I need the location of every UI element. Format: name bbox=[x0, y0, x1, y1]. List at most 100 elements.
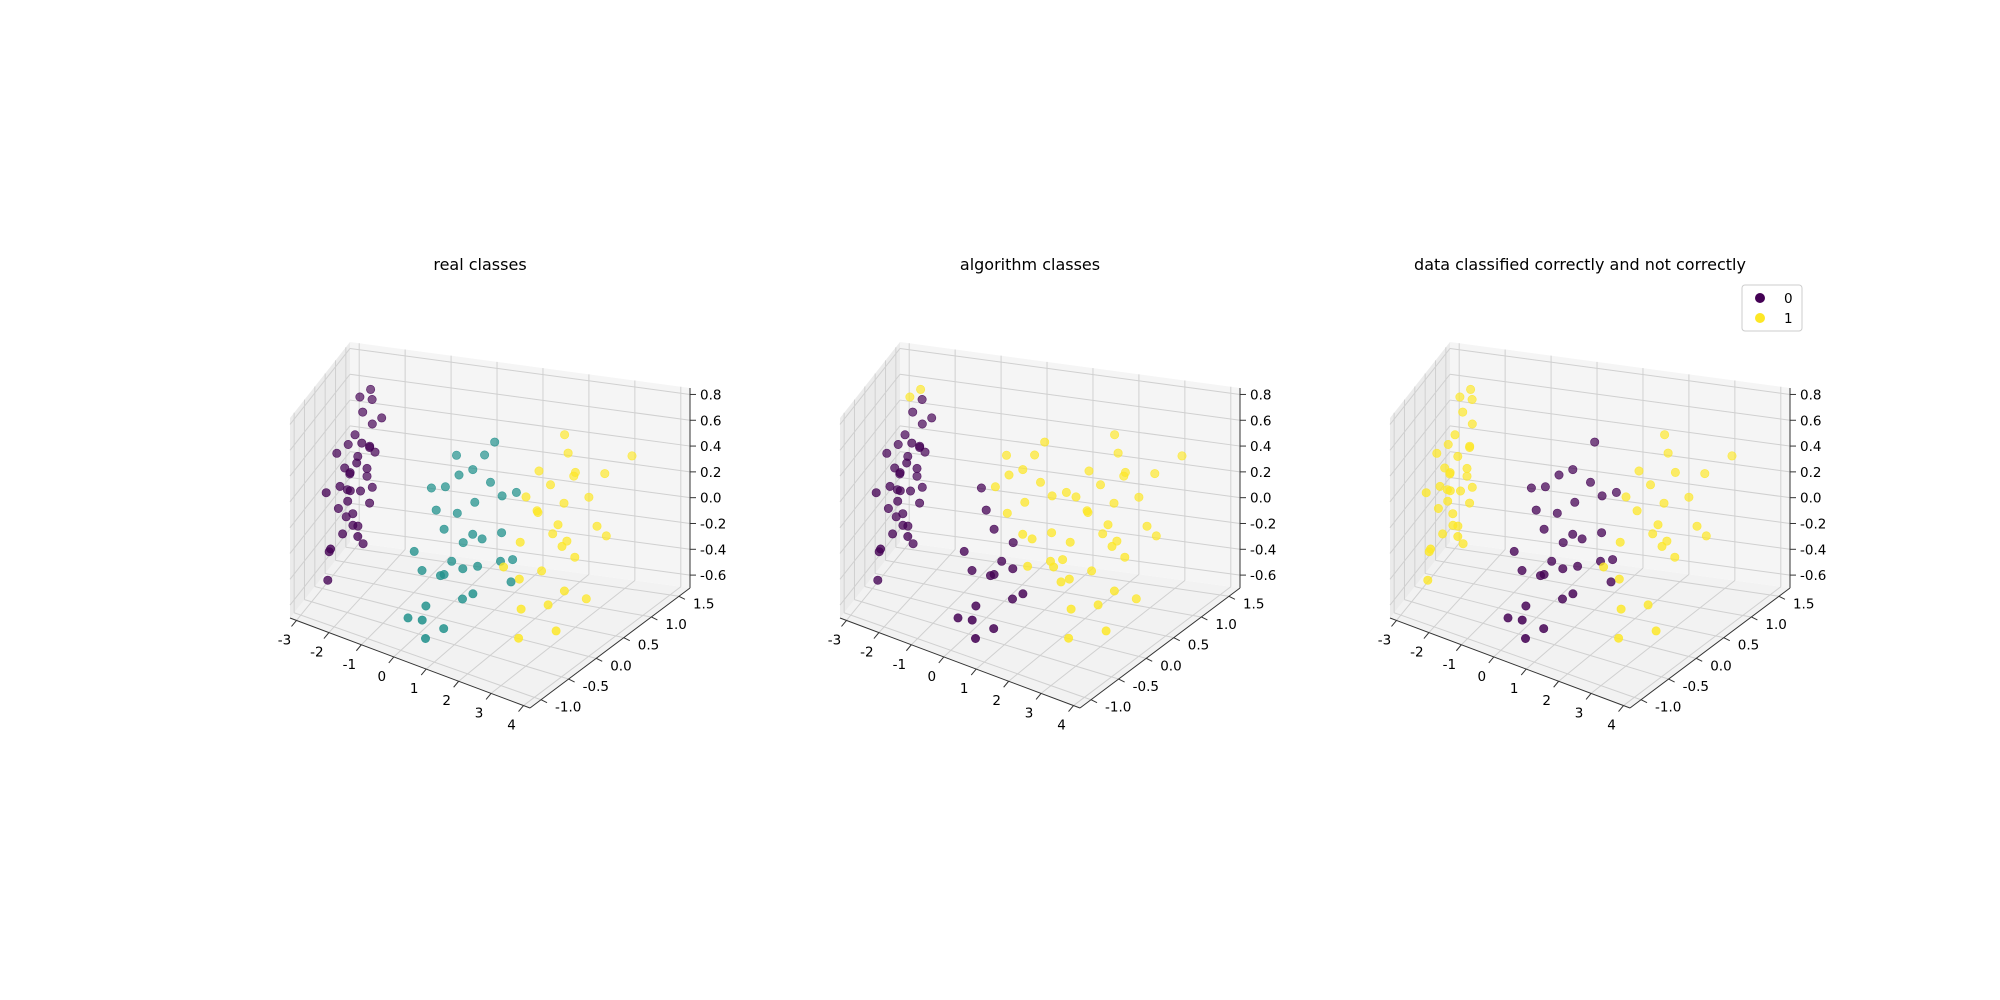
x-tick bbox=[485, 693, 492, 700]
z-tick-label: 0.2 bbox=[700, 465, 721, 481]
x-tick bbox=[970, 668, 977, 676]
x-tick-label: -2 bbox=[1410, 645, 1423, 661]
data-point bbox=[1061, 487, 1071, 497]
y-tick bbox=[540, 699, 548, 704]
data-point bbox=[532, 506, 542, 516]
grid-line bbox=[839, 528, 901, 606]
data-point bbox=[1611, 487, 1621, 497]
y-tick-label: -0.5 bbox=[1133, 679, 1159, 695]
data-point bbox=[1568, 465, 1578, 475]
grid-line bbox=[899, 347, 1241, 395]
data-point bbox=[1670, 552, 1680, 562]
y-tick bbox=[1201, 616, 1208, 621]
data-point bbox=[976, 483, 986, 493]
data-point bbox=[1521, 601, 1531, 611]
grid-line bbox=[289, 348, 351, 425]
data-point bbox=[358, 539, 368, 549]
data-point bbox=[548, 529, 558, 539]
data-point bbox=[1109, 498, 1119, 508]
y-tick-label: 0.5 bbox=[1738, 638, 1759, 654]
data-point bbox=[898, 520, 908, 530]
z-tick-label: -0.6 bbox=[700, 568, 726, 584]
data-point bbox=[1435, 481, 1445, 491]
data-point bbox=[1087, 566, 1097, 576]
y-tick-label: -1.0 bbox=[1655, 700, 1681, 716]
grid-line bbox=[1393, 612, 1642, 701]
y-tick bbox=[678, 595, 686, 600]
x-tick bbox=[1391, 620, 1397, 627]
data-point bbox=[601, 531, 611, 541]
x-tick bbox=[938, 656, 945, 664]
y-tick-label: -0.5 bbox=[1683, 679, 1709, 695]
y-tick bbox=[623, 637, 631, 642]
y-tick-label: -1.0 bbox=[1105, 700, 1131, 716]
grid-line bbox=[1525, 567, 1644, 670]
data-point bbox=[365, 441, 375, 451]
data-point bbox=[1599, 562, 1609, 572]
data-point bbox=[1586, 477, 1596, 487]
y-tick bbox=[651, 616, 658, 621]
data-point bbox=[871, 488, 881, 498]
data-point bbox=[1150, 469, 1160, 479]
data-point bbox=[468, 529, 478, 539]
data-point bbox=[321, 488, 331, 498]
x-axis-line bbox=[289, 617, 531, 709]
data-point bbox=[903, 531, 913, 541]
data-point bbox=[1007, 594, 1017, 604]
data-point bbox=[348, 520, 358, 530]
data-point bbox=[905, 486, 915, 496]
x-tick bbox=[1423, 632, 1430, 639]
x-tick bbox=[420, 668, 427, 676]
data-point bbox=[553, 520, 563, 530]
data-point bbox=[1621, 492, 1631, 502]
data-point bbox=[1646, 480, 1656, 490]
grid-line bbox=[1404, 599, 1669, 680]
data-point bbox=[1098, 529, 1108, 539]
data-point bbox=[1453, 451, 1463, 461]
z-tick-label: 0.8 bbox=[1250, 387, 1271, 403]
data-point bbox=[900, 430, 910, 440]
data-point bbox=[1458, 407, 1468, 417]
x-tick bbox=[1455, 644, 1462, 652]
grid-line bbox=[349, 502, 691, 550]
data-point bbox=[600, 469, 610, 479]
data-point bbox=[452, 508, 462, 518]
y-tick bbox=[1090, 699, 1098, 704]
z-tick-label: -0.2 bbox=[700, 516, 726, 532]
grid-line bbox=[289, 528, 351, 606]
data-point bbox=[1462, 463, 1472, 473]
data-point bbox=[1456, 486, 1466, 496]
data-point bbox=[326, 544, 336, 554]
data-point bbox=[497, 528, 507, 538]
data-point bbox=[1558, 594, 1568, 604]
grid-line bbox=[289, 425, 351, 503]
x-tick bbox=[1553, 680, 1560, 688]
data-point bbox=[627, 451, 637, 461]
data-point bbox=[1030, 450, 1040, 460]
data-point bbox=[895, 468, 905, 478]
data-point bbox=[1064, 633, 1074, 643]
grid-line bbox=[839, 348, 901, 425]
data-point bbox=[1040, 437, 1050, 447]
grid-line bbox=[1449, 373, 1791, 421]
data-point bbox=[1445, 486, 1455, 496]
grid-line bbox=[1428, 549, 1506, 633]
data-point bbox=[1018, 465, 1028, 475]
data-point bbox=[454, 470, 464, 480]
data-point bbox=[1071, 492, 1081, 502]
data-point bbox=[917, 394, 927, 404]
grid-line bbox=[325, 572, 624, 639]
data-point bbox=[367, 482, 377, 492]
grid-line bbox=[1449, 476, 1791, 524]
y-tick-label: -0.5 bbox=[583, 679, 609, 695]
data-point bbox=[417, 565, 427, 575]
data-point bbox=[345, 486, 355, 496]
y-tick bbox=[1695, 657, 1703, 662]
x-tick bbox=[518, 705, 524, 712]
data-point bbox=[1539, 624, 1549, 634]
grid-line bbox=[349, 347, 691, 395]
grid-line bbox=[895, 546, 1230, 597]
back-pane bbox=[350, 342, 690, 588]
data-point bbox=[1453, 531, 1463, 541]
